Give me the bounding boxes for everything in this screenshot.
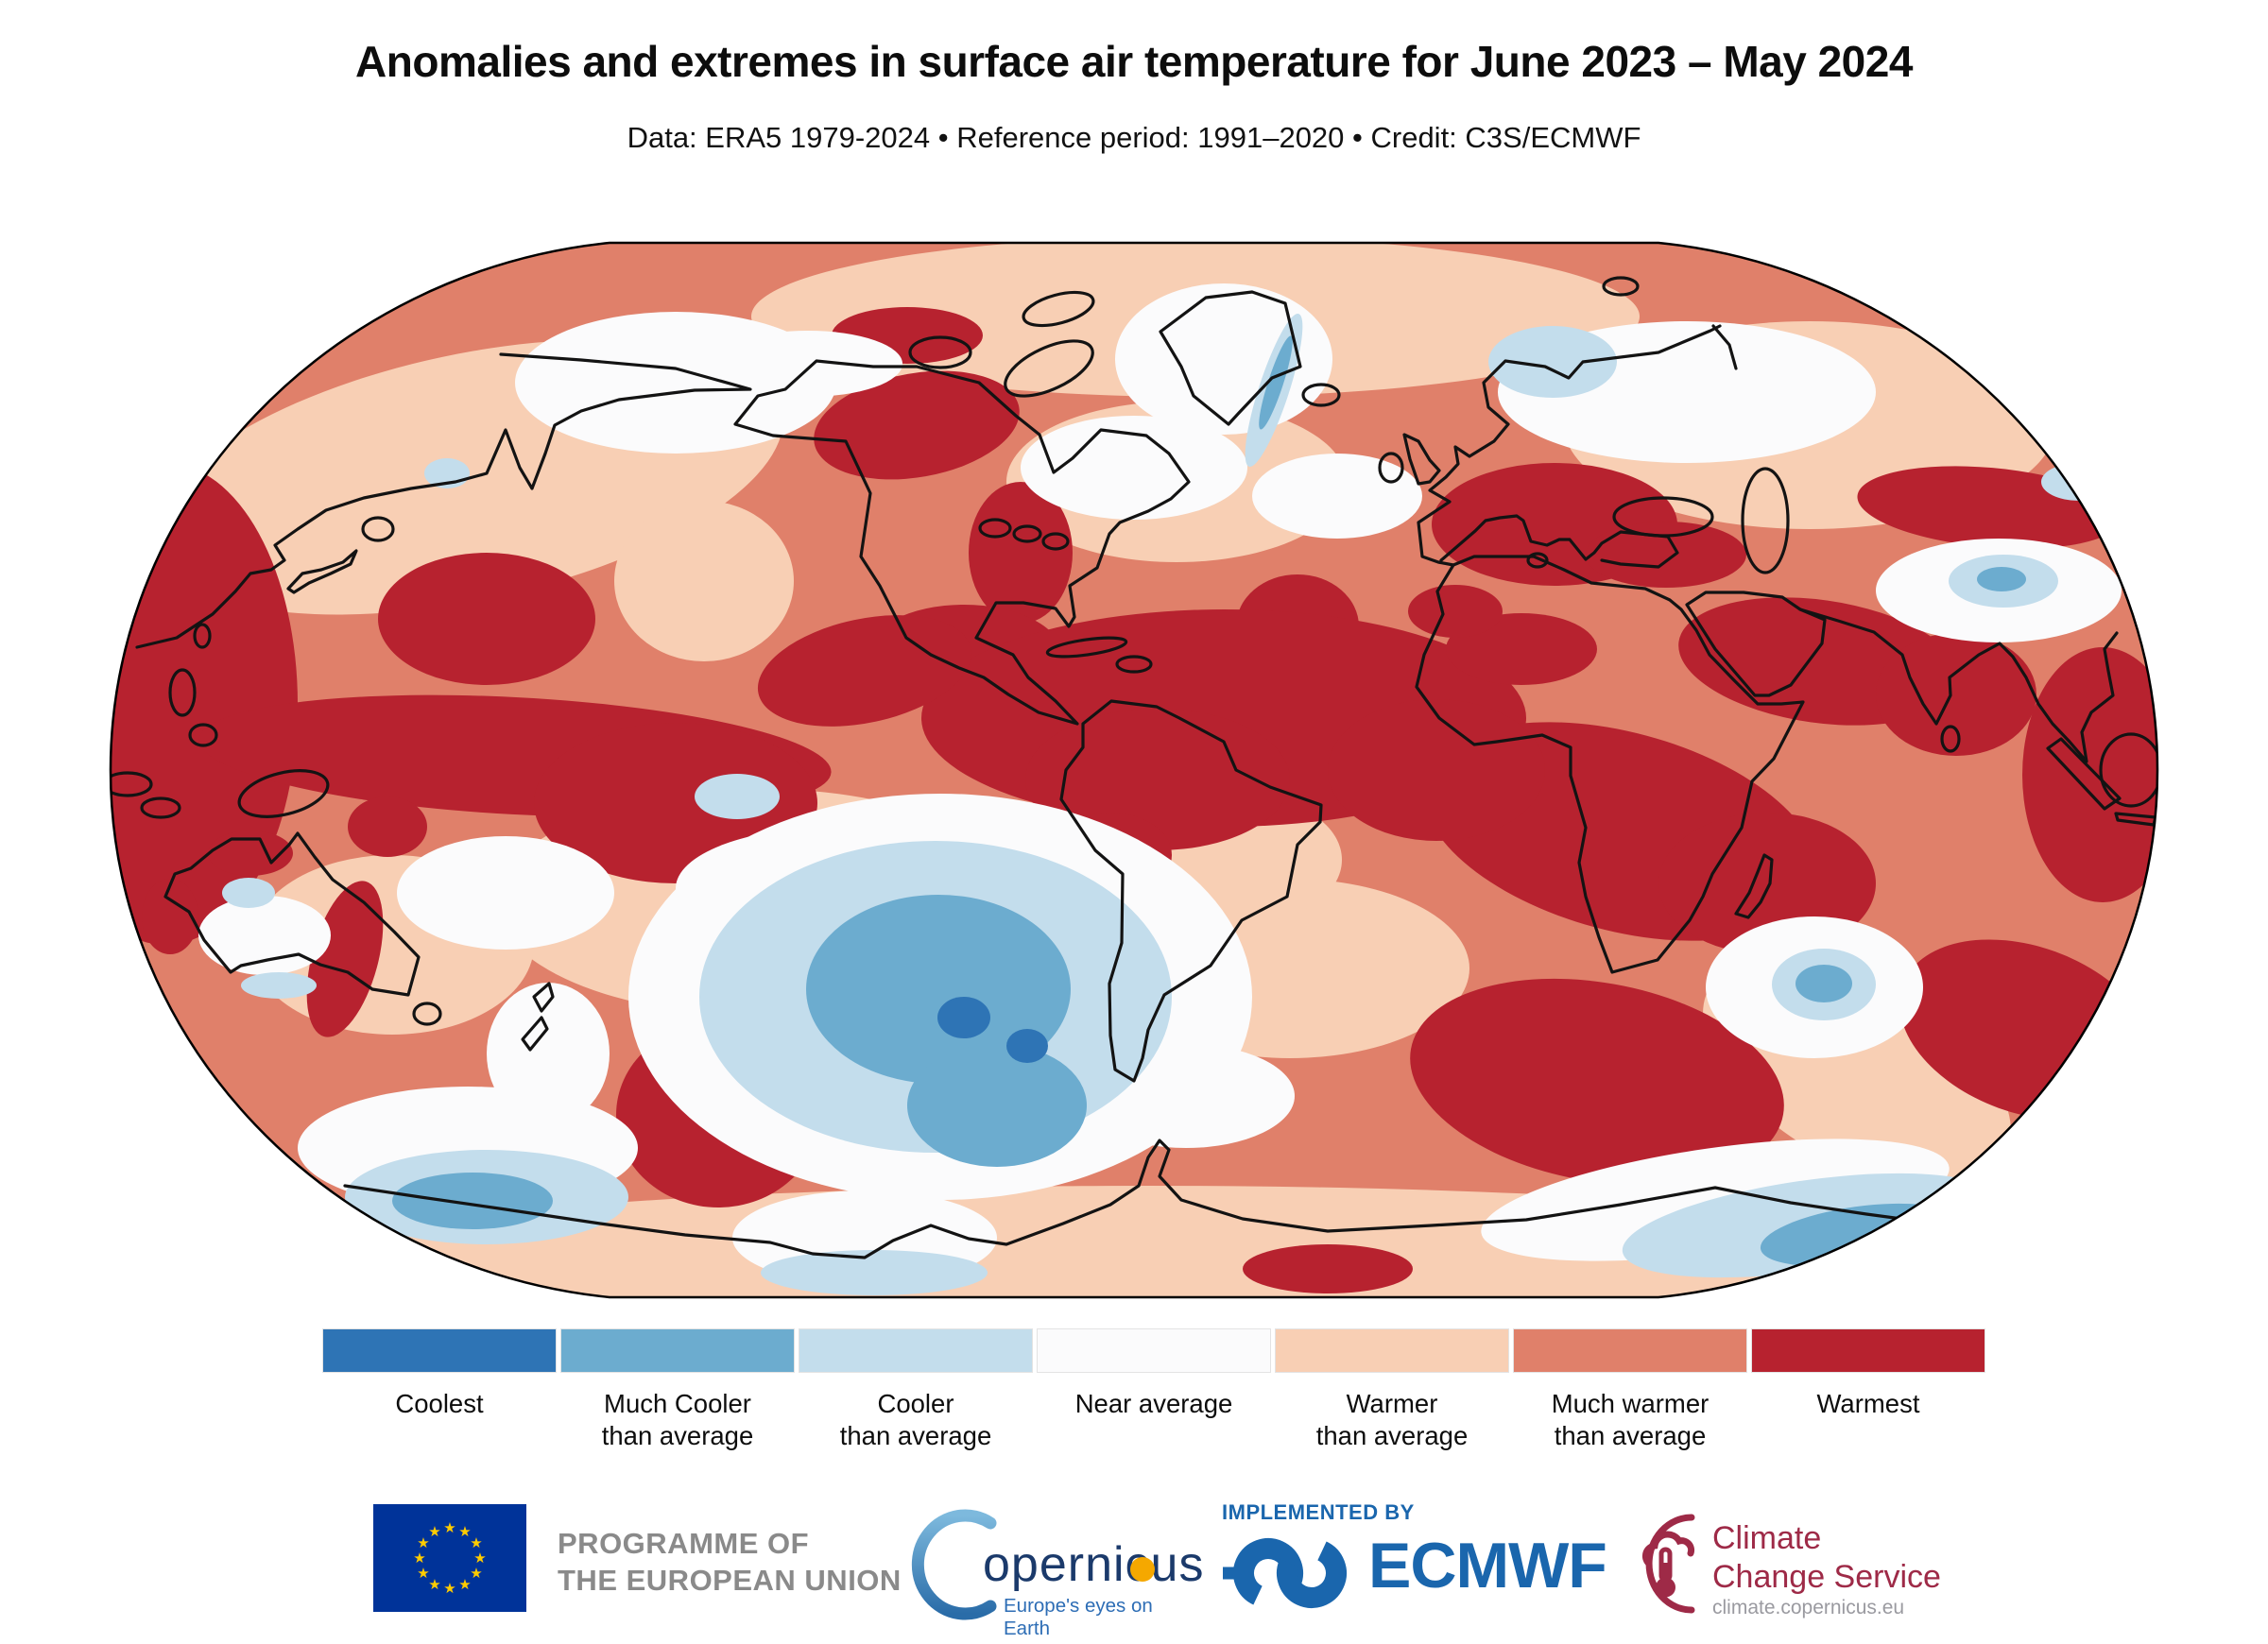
black-sea-outline <box>1612 496 1714 538</box>
c3s-line2: Change Service <box>1712 1559 1941 1595</box>
legend: Coolest Much Cooler than average Cooler than… <box>322 1328 1985 1452</box>
svg-text:★: ★ <box>413 1550 425 1567</box>
legend-swatch-much_cooler <box>560 1328 795 1373</box>
new-zealand-north-outline <box>532 982 555 1013</box>
copernicus-arc-icon <box>911 1509 997 1620</box>
c3s-wordmark: Climate Change Service <box>1712 1519 1941 1597</box>
hokkaido-outline <box>361 516 395 542</box>
svg-text:★: ★ <box>473 1550 486 1567</box>
ecmwf-wordmark: ECMWF <box>1368 1530 1607 1601</box>
south-asia-coastline <box>1798 608 2119 763</box>
svg-text:★: ★ <box>458 1577 471 1593</box>
legend-label-row: Coolest Much Cooler than average Cooler than… <box>322 1388 1985 1452</box>
anomaly-field <box>111 243 2157 1297</box>
legend-label-much_cooler: Much Cooler than average <box>601 1389 754 1450</box>
antarctica-coastline <box>343 1139 2038 1259</box>
copernicus-wordmark: opernicus <box>983 1537 1205 1592</box>
legend-label-coolest: Coolest <box>395 1389 484 1418</box>
svg-text:★: ★ <box>417 1535 429 1551</box>
svg-text:★: ★ <box>470 1535 482 1551</box>
europe-atlantic-coastline <box>1417 324 1722 567</box>
legend-label-much_warmer: Much warmer than average <box>1551 1389 1710 1450</box>
tasmania-outline <box>412 1002 442 1026</box>
australia-coastline <box>163 831 421 997</box>
legend-swatch-near_average <box>1037 1328 1271 1373</box>
svg-text:★: ★ <box>458 1524 471 1540</box>
luzon-outline <box>168 668 197 717</box>
copernicus-orange-dot-icon <box>1130 1557 1155 1582</box>
page-subtitle: Data: ERA5 1979-2024 • Reference period:… <box>627 121 1641 154</box>
sri-lanka-outline <box>1940 725 1961 753</box>
legend-swatch-warmest <box>1751 1328 1985 1373</box>
south-america-coastline <box>1059 699 1323 1083</box>
svg-text:★: ★ <box>428 1524 440 1540</box>
svg-text:★: ★ <box>443 1520 455 1536</box>
arabia-coastline <box>1685 591 1827 697</box>
legend-label-warmest: Warmest <box>1816 1389 1920 1418</box>
eu-flag-stars: ★ ★★ ★★★ ★★★ ★★★ <box>413 1520 486 1597</box>
much-cooler-regions <box>392 335 2026 1267</box>
japan-outline <box>286 549 358 594</box>
coastlines <box>111 276 2157 1259</box>
borneo-outline <box>2099 732 2157 808</box>
svg-text:★: ★ <box>417 1566 429 1582</box>
legend-swatch-row <box>322 1328 1985 1373</box>
eu-flag-field <box>373 1504 526 1612</box>
novaya-zemlya-outline <box>1711 324 1738 370</box>
c3s-cloud-thermometer-icon <box>1641 1514 1695 1614</box>
legend-swatch-coolest <box>322 1328 557 1373</box>
greenland-coastline <box>1159 290 1302 426</box>
c3s-url: climate.copernicus.eu <box>1712 1597 1905 1618</box>
copernicus-tagline: Europe's eyes on Earth <box>1004 1595 1153 1639</box>
sumatra-outline <box>2046 737 2122 811</box>
iceland-outline <box>1301 383 1341 407</box>
mediterranean-north-coastline <box>1439 514 1679 569</box>
svg-text:★: ★ <box>470 1566 482 1582</box>
eu-flag-logo: ★ ★★ ★★★ ★★★ ★★★ <box>373 1504 526 1612</box>
cuba-outline <box>1045 636 1128 659</box>
uk-outline <box>1402 433 1441 486</box>
ecmwf-knot-icon <box>1223 1538 1347 1608</box>
eu-programme-line2: THE EUROPEAN UNION <box>558 1564 902 1597</box>
indonesia-islets <box>111 771 153 797</box>
legend-label-near_average: Near average <box>1074 1389 1233 1418</box>
hispaniola-outline <box>1115 655 1153 674</box>
page-title: Anomalies and extremes in surface air te… <box>355 37 1913 86</box>
taiwan-outline <box>193 623 212 649</box>
legend-label-warmer: Warmer than average <box>1315 1389 1469 1450</box>
legend-label-cooler: Cooler than average <box>839 1389 992 1450</box>
north-america-coastline <box>733 359 1191 726</box>
baffin-island-outline <box>1004 339 1094 398</box>
legend-swatch-warmer <box>1275 1328 1509 1373</box>
mindanao-outline <box>188 723 218 747</box>
c3s-line1: Climate <box>1712 1520 1822 1556</box>
africa-coastline <box>1415 555 1805 974</box>
legend-swatch-much_warmer <box>1513 1328 1747 1373</box>
svg-text:★: ★ <box>428 1577 440 1593</box>
svg-text:★: ★ <box>443 1581 455 1597</box>
world-anomaly-map <box>109 241 2159 1299</box>
warmest-regions <box>111 307 2157 1293</box>
eu-programme-text: PROGRAMME OF THE EUROPEAN UNION <box>558 1525 902 1599</box>
ellesmere-island-outline <box>1022 290 1095 328</box>
eu-programme-line1: PROGRAMME OF <box>558 1527 810 1560</box>
madagascar-outline <box>1734 853 1774 919</box>
legend-swatch-cooler <box>799 1328 1033 1373</box>
coolest-regions <box>937 997 1048 1063</box>
victoria-island-outline <box>908 335 972 369</box>
globe-outline <box>109 241 2159 1299</box>
new-guinea-outline <box>237 769 330 818</box>
sicily-outline <box>1526 552 1549 569</box>
caspian-sea-outline <box>1741 467 1790 574</box>
east-asia-coastline <box>135 352 752 649</box>
ireland-outline <box>1378 452 1404 484</box>
implemented-by-label: IMPLEMENTED BY <box>1222 1500 1415 1524</box>
world-map-svg <box>109 241 2159 1299</box>
great-lakes <box>978 518 1012 539</box>
svalbard-outline <box>1602 276 1640 297</box>
new-zealand-south-outline <box>521 1016 549 1052</box>
